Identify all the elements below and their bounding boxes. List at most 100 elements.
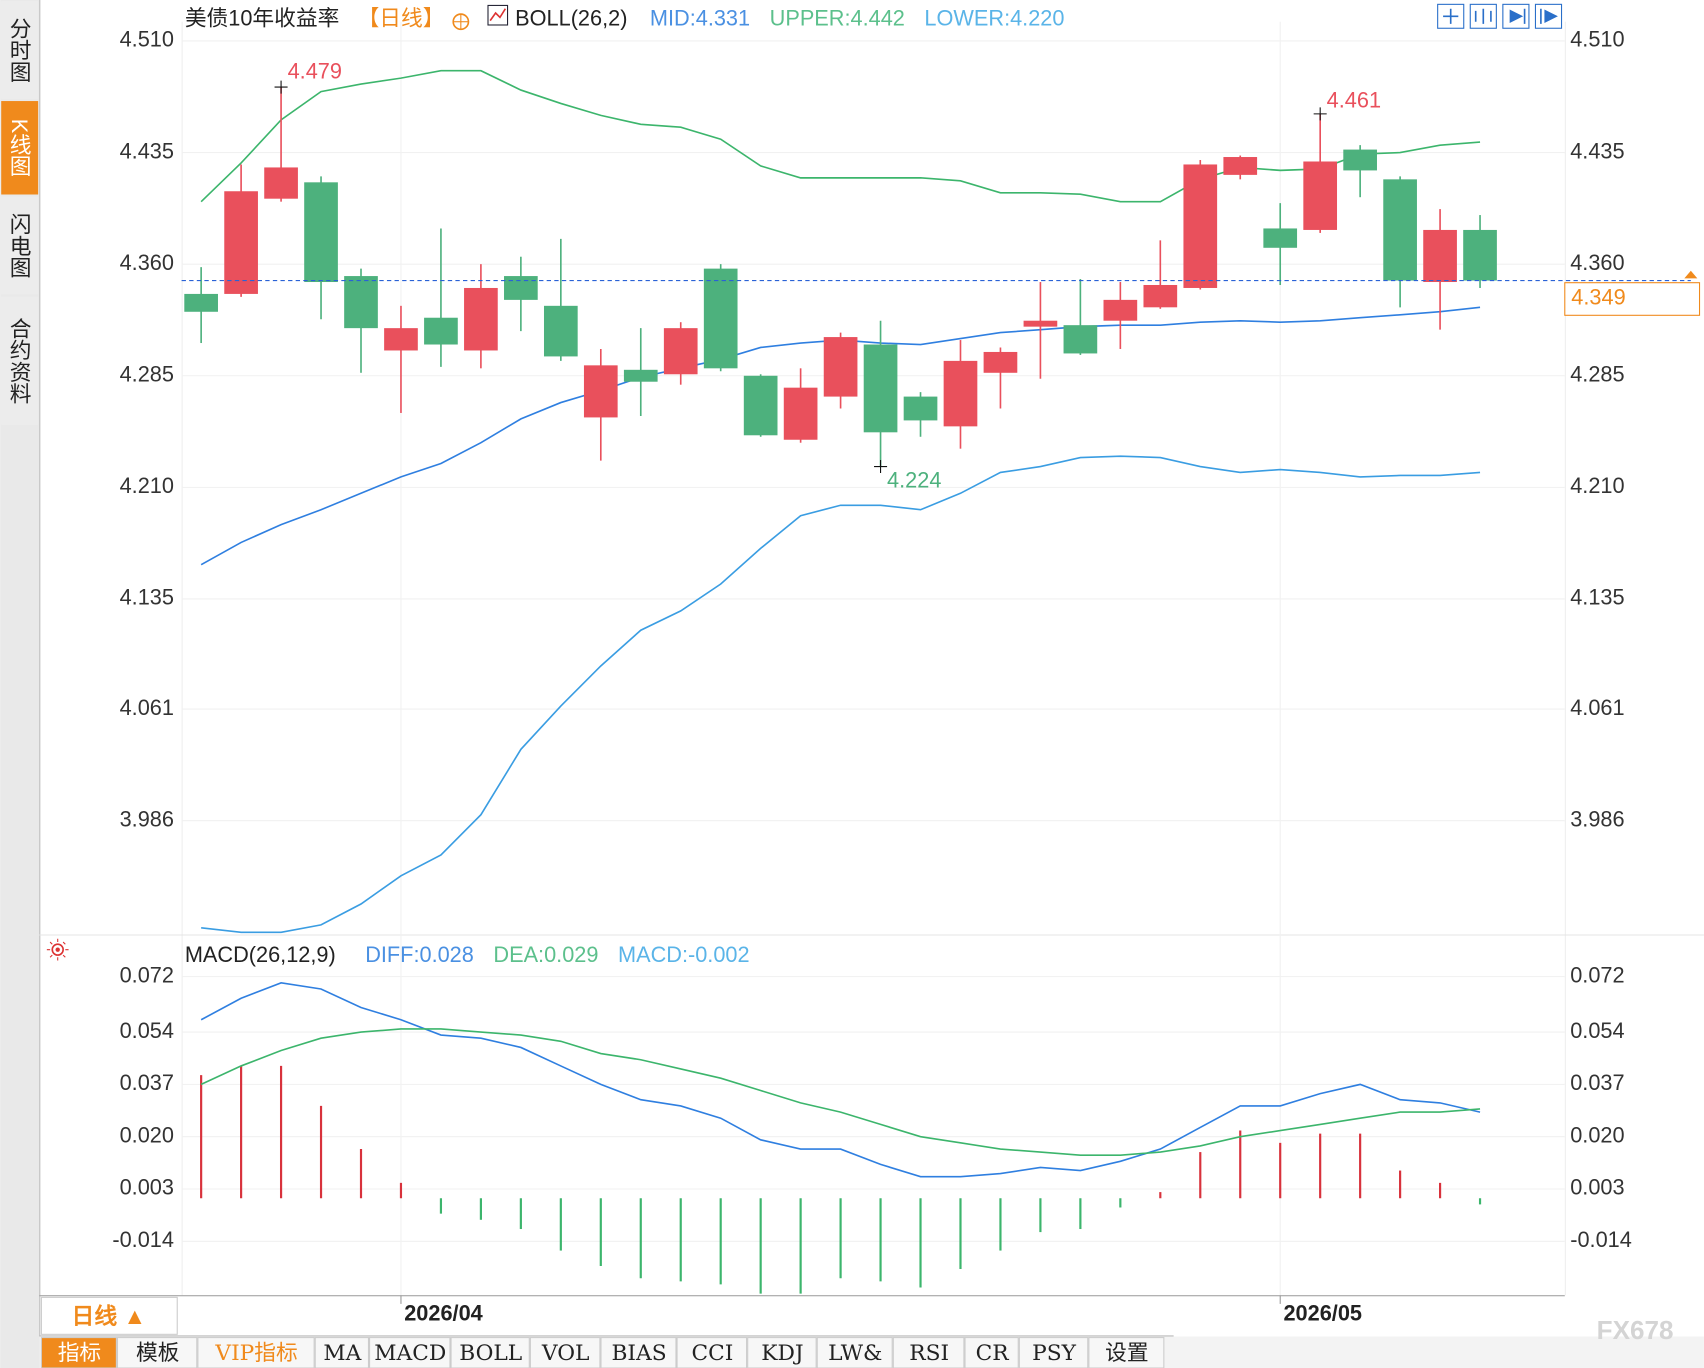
sidebar-tab-label[interactable]: 合约资料 <box>7 317 32 404</box>
legend-entry: UPPER:4.442 <box>770 5 905 30</box>
candle-body <box>623 369 658 382</box>
y-tick-label-right: 0.020 <box>1570 1122 1624 1147</box>
candle-body <box>1223 157 1258 175</box>
candle-body <box>1303 161 1338 230</box>
indicator-label: BOLL(26,2) <box>515 5 627 30</box>
candle-body <box>384 328 418 351</box>
tab-label[interactable]: CR <box>976 1341 1010 1366</box>
y-tick-label: 0.020 <box>120 1122 174 1147</box>
y-tick-label-right: 0.054 <box>1570 1018 1624 1043</box>
tab[interactable] <box>816 1337 893 1368</box>
last-price-arrow <box>1684 270 1698 279</box>
chart-title: 美债10年收益率 <box>185 5 339 30</box>
sidebar-tab[interactable] <box>1 101 39 195</box>
last-price-label: 4.349 <box>1571 285 1625 310</box>
candle-body <box>344 276 378 329</box>
macd-title: MACD(26,12,9) <box>185 942 336 967</box>
y-tick-label: 4.510 <box>120 27 174 52</box>
tab-label[interactable]: VIP指标 <box>214 1341 297 1366</box>
extreme-marker <box>874 460 888 474</box>
candle-body <box>823 337 858 397</box>
tab[interactable] <box>314 1337 370 1368</box>
y-tick-label-right: 4.135 <box>1570 585 1624 610</box>
y-tick-label: 4.061 <box>120 695 174 720</box>
sidebar-tab-label[interactable]: 闪电图 <box>7 213 32 279</box>
tab[interactable] <box>747 1337 817 1368</box>
candle-body <box>1103 299 1138 321</box>
y-tick-label-right: 4.061 <box>1570 695 1624 720</box>
candle-body <box>1463 229 1497 281</box>
candle-body <box>1063 325 1098 354</box>
candle-body <box>903 396 938 421</box>
legend-entry: DIFF:0.028 <box>365 942 474 967</box>
candle-body <box>424 317 458 345</box>
period-button-label[interactable]: 日线 ▲ <box>72 1303 147 1329</box>
legend-entry: DEA:0.029 <box>493 942 598 967</box>
x-tick-label: 2026/05 <box>1283 1300 1362 1325</box>
tab[interactable] <box>600 1337 677 1368</box>
y-tick-label: 4.285 <box>120 361 174 386</box>
extreme-label: 4.224 <box>887 467 941 492</box>
y-tick-label: 4.135 <box>120 585 174 610</box>
tab-label[interactable]: KDJ <box>761 1341 803 1366</box>
tab[interactable] <box>450 1337 530 1368</box>
tab[interactable] <box>40 1337 117 1368</box>
y-tick-label-right: -0.014 <box>1570 1227 1632 1252</box>
tab-label[interactable]: MACD <box>374 1341 446 1366</box>
tab[interactable] <box>369 1337 451 1368</box>
tab-label[interactable]: BIAS <box>611 1341 666 1366</box>
add-icon[interactable] <box>452 13 470 31</box>
y-tick-label: 0.072 <box>120 962 174 987</box>
tab-label[interactable]: 模板 <box>136 1341 179 1366</box>
legend-entry: MID:4.331 <box>650 5 750 30</box>
y-tick-label: 4.435 <box>120 138 174 163</box>
tab-label[interactable]: LW& <box>828 1341 882 1366</box>
y-tick-label-right: 4.210 <box>1570 473 1624 498</box>
y-tick-label: 3.986 <box>120 806 174 831</box>
y-tick-label-right: 3.986 <box>1570 806 1624 831</box>
legend-entry: MACD:-0.002 <box>618 942 750 967</box>
tab[interactable] <box>964 1337 1019 1368</box>
sidebar-tab-label[interactable]: 分时图 <box>7 17 32 83</box>
tab-label[interactable]: CCI <box>691 1341 733 1366</box>
y-tick-label-right: 4.510 <box>1570 27 1624 52</box>
candle-body <box>1423 229 1457 283</box>
indicator-line <box>200 69 1481 203</box>
candle-body <box>543 305 578 357</box>
sidebar-tab[interactable] <box>1 196 39 295</box>
candle-body <box>783 387 818 440</box>
y-tick-label-right: 4.285 <box>1570 361 1624 386</box>
tab-label[interactable]: VOL <box>541 1341 590 1366</box>
extreme-marker <box>274 80 288 94</box>
toolbar-icons[interactable] <box>1437 3 1563 29</box>
tab[interactable] <box>197 1337 315 1368</box>
tab-label[interactable]: BOLL <box>459 1341 522 1366</box>
sidebar-tab[interactable] <box>1 296 39 425</box>
indicator-line <box>201 455 1481 934</box>
y-tick-label: 4.360 <box>120 250 174 275</box>
y-tick-label: 4.210 <box>120 473 174 498</box>
y-tick-label-right: 0.037 <box>1570 1070 1624 1095</box>
tab-label[interactable]: RSI <box>909 1341 949 1366</box>
tab[interactable] <box>529 1337 601 1368</box>
tab-label[interactable]: 设置 <box>1105 1341 1148 1366</box>
legend-entry: LOWER:4.220 <box>924 5 1064 30</box>
candle-body <box>703 268 738 369</box>
candle-body <box>184 293 218 312</box>
sidebar-tab-label[interactable]: K线图 <box>7 119 32 177</box>
tab-label[interactable]: PSY <box>1032 1341 1076 1366</box>
candle-body <box>304 182 338 283</box>
candle-body <box>583 365 618 418</box>
sidebar-tab[interactable] <box>1 1 39 99</box>
tab-label[interactable]: 指标 <box>58 1341 101 1366</box>
tab-label[interactable]: MA <box>323 1341 361 1366</box>
boll-icon <box>487 4 509 26</box>
period-button[interactable] <box>40 1296 178 1335</box>
y-tick-label: -0.014 <box>112 1227 174 1252</box>
tab[interactable] <box>116 1337 198 1368</box>
candle-body <box>1023 320 1058 327</box>
indicator-line <box>200 981 1481 1178</box>
tab[interactable] <box>1018 1337 1089 1368</box>
